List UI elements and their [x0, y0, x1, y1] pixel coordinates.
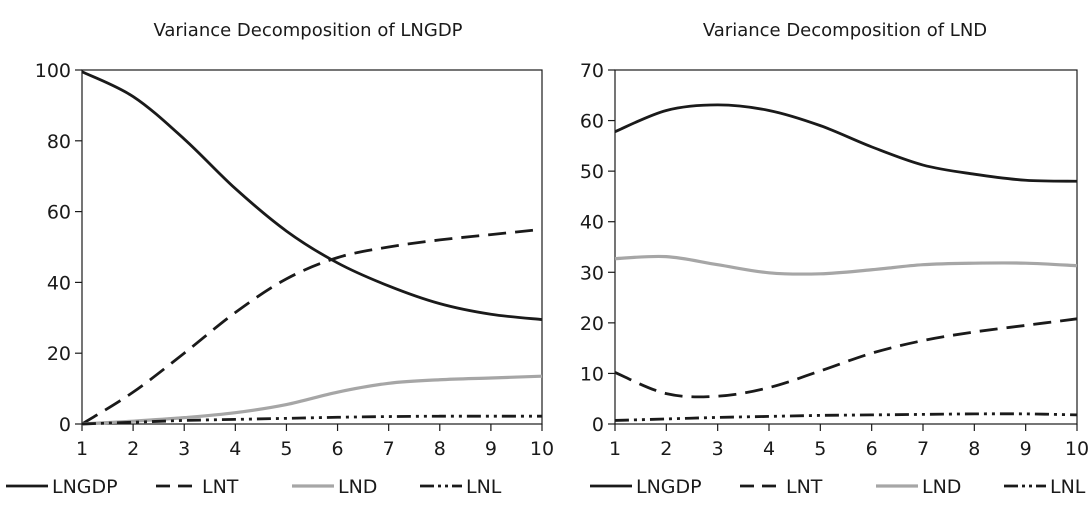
y-tick-label: 80 — [47, 131, 71, 153]
legend-label-lngdp: LNGDP — [52, 476, 118, 498]
series-line-lnl — [81, 414, 542, 426]
y-tick-label: 10 — [580, 363, 604, 385]
series-line-lngdp — [81, 70, 543, 321]
y-tick-label: 40 — [580, 212, 604, 234]
series-line-lngdp — [614, 103, 1078, 183]
x-tick-label: 7 — [917, 438, 929, 460]
x-tick-label: 2 — [660, 438, 672, 460]
x-tick-label: 1 — [609, 438, 621, 460]
x-tick-label: 6 — [332, 438, 344, 460]
y-tick-label: 0 — [59, 414, 71, 436]
y-tick-label: 0 — [592, 414, 604, 436]
y-tick-label: 20 — [47, 343, 71, 365]
x-tick-label: 4 — [763, 438, 775, 460]
y-tick-label: 50 — [580, 161, 604, 183]
series-line-lnt — [81, 227, 543, 426]
x-tick-label: 3 — [712, 438, 724, 460]
legend-label-lnl: LNL — [1050, 476, 1086, 498]
plot-frame — [614, 69, 1078, 425]
legend-label-lngdp: LNGDP — [636, 476, 702, 498]
x-tick-label: 8 — [434, 438, 446, 460]
x-tick-label: 5 — [814, 438, 826, 460]
chart-title: Variance Decomposition of LNGDP — [153, 20, 462, 41]
series-line-lnt — [614, 317, 1078, 399]
y-tick-label: 40 — [47, 272, 71, 294]
chart-panel-1: Variance Decomposition of LNGDP 0 20 40 60 80… — [6, 20, 554, 498]
plot-frame — [81, 69, 543, 425]
x-tick-label: 4 — [229, 438, 241, 460]
chart-panel-2: Variance Decomposition of LND 0 10 20 30 40 50… — [580, 20, 1088, 498]
legend-label-lnt: LNT — [786, 476, 823, 498]
chart-title: Variance Decomposition of LND — [703, 20, 987, 41]
series-line-lnl — [614, 412, 1078, 422]
legend-label-lnd: LND — [338, 476, 377, 498]
x-tick-label: 10 — [530, 438, 554, 460]
legend-label-lnl: LNL — [466, 476, 502, 498]
x-tick-label: 8 — [968, 438, 980, 460]
x-tick-label: 3 — [178, 438, 190, 460]
x-tick-label: 9 — [1020, 438, 1032, 460]
y-tick-label: 100 — [35, 60, 71, 82]
series-line-lnd — [81, 374, 543, 426]
y-tick-label: 20 — [580, 313, 604, 335]
y-tick-label: 60 — [47, 202, 71, 224]
x-tick-label: 6 — [866, 438, 878, 460]
series-line-lnd — [614, 254, 1078, 276]
x-tick-label: 9 — [485, 438, 497, 460]
y-tick-label: 30 — [580, 262, 604, 284]
x-tick-label: 10 — [1065, 438, 1088, 460]
x-tick-label: 7 — [383, 438, 395, 460]
x-tick-label: 1 — [76, 438, 88, 460]
y-tick-label: 60 — [580, 111, 604, 133]
legend-label-lnd: LND — [922, 476, 961, 498]
x-tick-label: 2 — [127, 438, 139, 460]
legend-label-lnt: LNT — [202, 476, 239, 498]
x-tick-label: 5 — [280, 438, 292, 460]
y-tick-label: 70 — [580, 60, 604, 82]
